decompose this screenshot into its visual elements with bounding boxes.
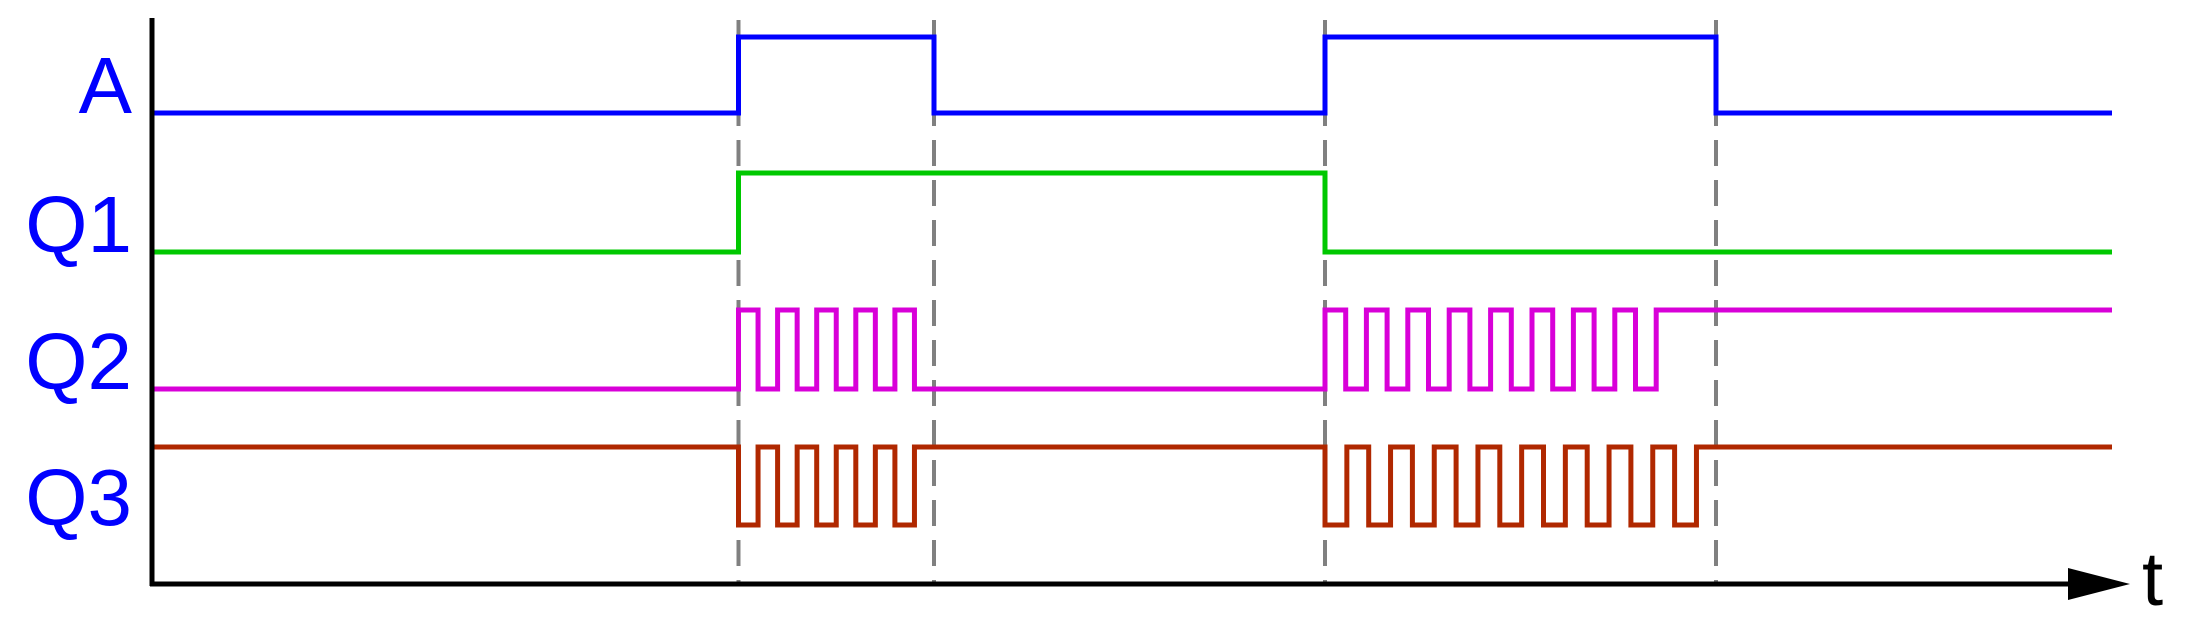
waveform-q1 [152, 170, 2112, 255]
waveform-q3 [152, 444, 2112, 528]
waveforms [152, 34, 2112, 528]
waveform-a [152, 34, 2112, 116]
signal-label-a: A [79, 41, 133, 130]
axes: t [149, 18, 2163, 622]
waveform-q2 [152, 307, 2112, 392]
signal-label-q3: Q3 [25, 453, 132, 542]
signal-label-q2: Q2 [25, 317, 132, 406]
time-axis-label: t [2142, 537, 2163, 622]
signal-labels: A Q1 Q2 Q3 [25, 41, 132, 542]
time-axis-arrowhead [2068, 568, 2130, 600]
event-markers [736, 20, 1718, 584]
signal-label-q1: Q1 [25, 180, 132, 269]
